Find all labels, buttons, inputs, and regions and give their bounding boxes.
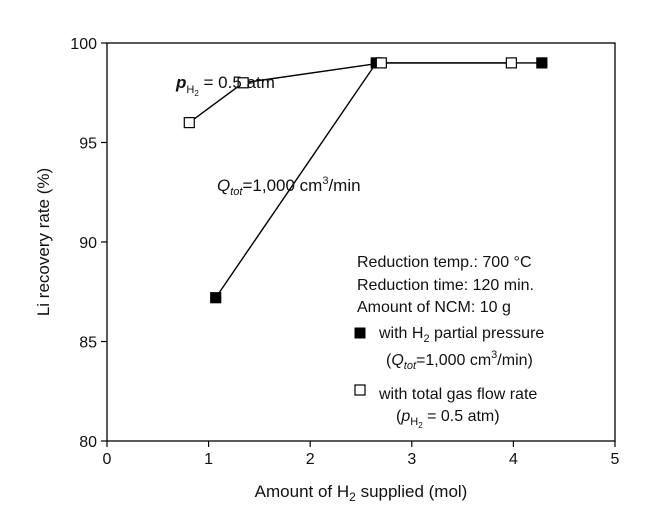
- legend-p-symbol: p: [400, 408, 410, 425]
- legend-q-superscript: 3: [491, 349, 497, 361]
- legend: with H2 partial pressure (Qtot=1,000 cm3…: [354, 325, 544, 430]
- plot-area: [106, 42, 616, 442]
- y-tick-label: 85: [79, 335, 97, 352]
- legend-filled-b: partial pressure: [430, 325, 545, 342]
- y-axis-title: Li recovery rate (%): [34, 168, 53, 316]
- legend-p-subsubscript: 2: [418, 421, 423, 430]
- y-axis: 80 85 90 95 100: [70, 36, 107, 451]
- note-amount-ncm: Amount of NCM: 10 g: [357, 299, 511, 316]
- p-subsubscript: 2: [194, 89, 199, 98]
- series-1-line: [188, 62, 512, 124]
- open-series-curve-label: pH2 = 0.5 atm: [175, 73, 275, 98]
- legend-open-open-paren: (: [396, 408, 402, 425]
- x-axis-title-tail: supplied (mol): [356, 482, 468, 501]
- open-square-marker: [237, 77, 249, 89]
- x-axis-title: Amount of H2 supplied (mol): [255, 482, 468, 504]
- x-axis-title-main: Amount of H: [255, 482, 350, 501]
- filled-square-marker: [210, 292, 222, 304]
- y-tick-label: 100: [70, 36, 97, 53]
- legend-filled-line2: (Qtot=1,000 cm3/min): [386, 349, 533, 372]
- legend-q-symbol: Q: [391, 352, 403, 369]
- x-tick-label: 4: [509, 451, 518, 468]
- open-square-marker: [505, 57, 517, 69]
- legend-open-line2: (pH2 = 0.5 atm): [396, 408, 500, 430]
- x-tick-label: 2: [306, 451, 315, 468]
- q-value: =1,000 cm: [242, 176, 322, 195]
- x-tick-label: 3: [407, 451, 416, 468]
- q-unit-tail: /min: [328, 176, 360, 195]
- x-tick-label: 5: [611, 451, 620, 468]
- y-tick-label: 95: [79, 136, 97, 153]
- y-tick-label: 90: [79, 235, 97, 252]
- q-symbol: Q: [217, 176, 230, 195]
- note-reduction-temp: Reduction temp.: 700 °C: [357, 254, 532, 271]
- legend-q-subscript: tot: [404, 360, 417, 372]
- x-axis-title-sub: 2: [349, 490, 356, 504]
- open-square-marker: [183, 116, 195, 129]
- x-tick-label: 1: [204, 451, 213, 468]
- legend-filled-square-icon: [354, 327, 366, 339]
- legend-open-square-icon: [354, 384, 366, 396]
- filled-series-curve-label: Qtot=1,000 cm3/min: [217, 175, 361, 198]
- legend-p-value: = 0.5 atm): [423, 408, 500, 425]
- legend-p-subscript: H: [410, 416, 418, 428]
- q-superscript: 3: [322, 175, 328, 187]
- open-square-marker: [375, 57, 387, 69]
- legend-filled-line1: with H2 partial pressure: [378, 325, 544, 345]
- legend-filled-a: with H: [378, 325, 423, 342]
- x-axis: 0 1 2 3 4 5: [103, 441, 620, 468]
- p-subscript: H: [186, 84, 194, 96]
- legend-open-line1: with total gas flow rate: [378, 386, 537, 403]
- p-value: = 0.5 atm: [199, 73, 275, 92]
- filled-square-marker: [536, 57, 548, 69]
- legend-q-tail: /min): [497, 352, 533, 369]
- y-tick-label: 80: [79, 434, 97, 451]
- legend-q-value: =1,000 cm: [416, 352, 491, 369]
- note-reduction-time: Reduction time: 120 min.: [357, 277, 534, 294]
- x-tick-label: 0: [103, 451, 112, 468]
- legend-filled-open-paren: (: [386, 352, 392, 369]
- q-subscript: tot: [230, 186, 243, 198]
- series-layer: [183, 57, 548, 304]
- p-symbol: p: [175, 73, 186, 92]
- legend-filled-sub: 2: [423, 333, 429, 345]
